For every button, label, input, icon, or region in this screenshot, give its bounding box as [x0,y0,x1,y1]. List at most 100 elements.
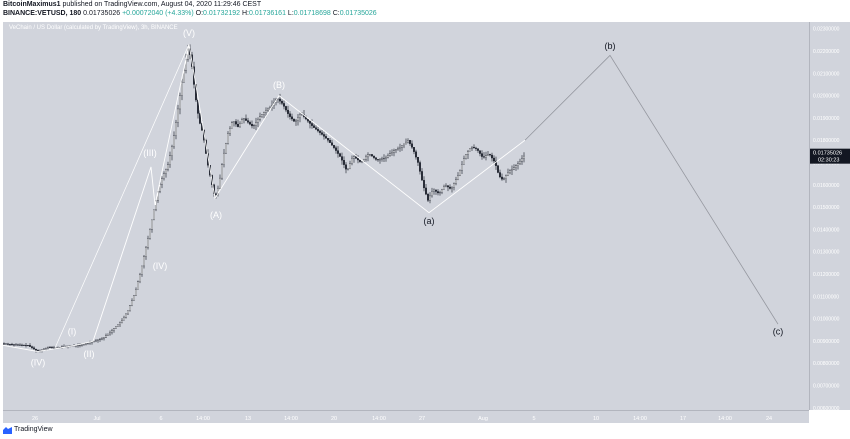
candle [19,343,20,345]
candle-body [229,128,230,133]
candle-body [341,157,342,161]
candle-body [297,118,298,121]
candle [321,130,322,136]
price-chart: (IV)(I)(II)(III)(IV)(V)(A)(B)(a)(b)(c) [3,22,809,410]
candle-body [457,176,458,180]
candle [237,120,238,128]
price-tick-label: 0.00700000 [813,383,840,389]
candle [389,150,390,156]
candle [137,281,138,290]
candle [143,255,144,268]
candle-body [451,187,452,188]
candle-body [337,151,338,154]
candle [335,146,336,154]
candle [423,176,424,191]
candle-body [301,115,302,116]
candle-body [267,109,268,110]
tradingview-brand[interactable]: TradingView [14,426,53,433]
author-name[interactable]: BitcoinMaximus1 [3,1,61,8]
candle-body [141,266,142,274]
candle-body [115,327,116,329]
candle [499,170,500,179]
price-axis[interactable]: 0.02300000 0.02200000 0.02100000 0.02000000… [809,22,850,410]
candle [473,144,474,148]
price-tick-label: 0.01900000 [813,116,840,122]
candle-body [343,160,344,164]
candle-body [383,158,384,159]
candle-body [339,154,340,157]
candle [117,325,118,327]
candle [501,174,502,181]
candle [503,177,504,180]
time-axis[interactable]: 26 Jul 6 14:00 13 14:00 20 14:00 27 Aug 5 10 14:00 17… [3,410,809,423]
candle-body [483,157,484,158]
candle-body [329,140,330,143]
candle-body [167,165,168,169]
candle-body [251,124,252,126]
candle [115,326,116,328]
candle-body [233,121,234,122]
candle-body [309,121,310,123]
candle-body [453,184,454,188]
candle [451,186,452,192]
candle [249,121,250,126]
candle [469,148,470,151]
chart-plot-area[interactable]: VeChain / US Dollar (calculated by Tradi… [3,22,809,410]
candle-body [347,169,348,170]
candle [267,108,268,113]
wave-label: (II) [84,349,95,359]
candle [51,346,52,349]
candle-body [53,348,54,349]
candle [259,113,260,122]
candle-body [385,157,386,158]
candle-body [281,101,282,103]
candle-body [259,117,260,120]
candle-body [391,152,392,154]
candle [381,157,382,162]
candle [289,111,290,119]
candle-body [221,165,222,178]
candle-body [45,348,46,349]
open-value: 0.01732192 [203,10,240,17]
candle-body [365,157,366,159]
candle [415,150,416,160]
candle [441,189,442,194]
candle [487,151,488,156]
candle-body [393,151,394,152]
candle-body [389,154,390,156]
candle-body [13,345,14,346]
candle [343,156,344,168]
candle [471,146,472,151]
candle-body [47,347,48,348]
close-value: 0.01735026 [340,10,377,17]
candle [11,343,12,346]
candle [507,169,508,176]
candle [379,158,380,164]
candle [485,152,486,161]
price-tick-label: 0.01100000 [813,294,839,300]
high-label: H: [242,10,249,17]
last-price-label: 0.01735026 [813,151,842,157]
price-tick-label: 0.02000000 [813,94,840,100]
candle-body [513,168,514,169]
candle [239,121,240,128]
candle-body [399,147,400,148]
candle [287,106,288,118]
candle [141,266,142,277]
candle-body [143,257,144,266]
candle-body [237,124,238,127]
close-label: C: [333,10,340,17]
candle [369,154,370,156]
candle [167,162,168,172]
candle [257,117,258,127]
candle [435,189,436,195]
candle-body [289,114,290,117]
candle-body [351,158,352,163]
candle [263,112,264,119]
time-tick-label: 17 [680,416,686,422]
tradingview-logo-icon[interactable] [3,427,12,434]
candle [245,114,246,120]
candle-body [29,345,30,346]
candle [3,342,4,345]
candle [397,147,398,151]
